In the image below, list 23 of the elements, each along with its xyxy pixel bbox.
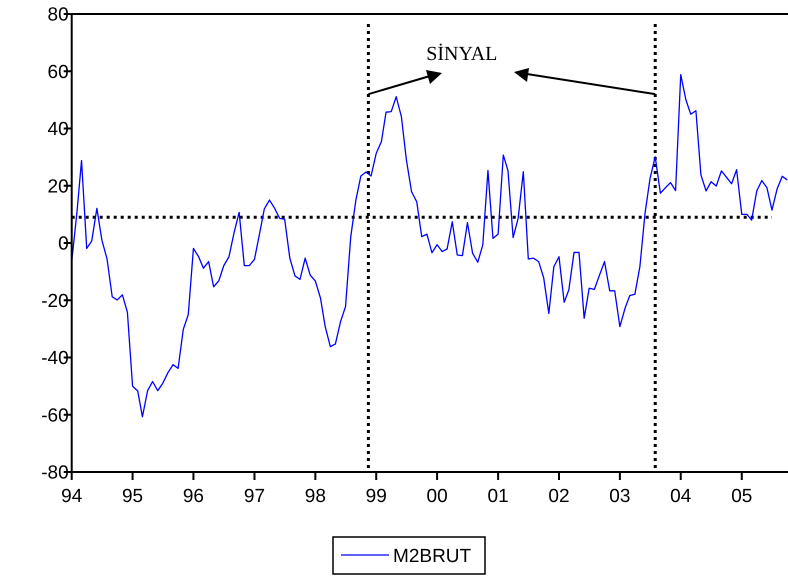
y-tick-label: 20 xyxy=(48,176,69,198)
x-tick-label: 98 xyxy=(304,486,326,507)
x-tick-label: 04 xyxy=(670,486,692,507)
y-tick-label: 80 xyxy=(48,4,69,26)
x-tick-label: 97 xyxy=(244,486,266,507)
annotation: SİNYAL xyxy=(426,43,498,65)
x-tick-label: 99 xyxy=(366,486,387,507)
y-tick-label: 60 xyxy=(48,62,69,83)
y-tick-label: -40 xyxy=(41,348,69,370)
x-tick-label: 03 xyxy=(609,486,630,507)
x-tick-label: 00 xyxy=(426,486,448,507)
x-tick-label: 02 xyxy=(548,486,570,507)
x-tick-label: 95 xyxy=(122,486,144,507)
x-tick-label: 94 xyxy=(61,486,83,507)
y-tick-label: -60 xyxy=(41,405,69,426)
line-series xyxy=(71,74,788,418)
legend-label: M2BRUT xyxy=(393,546,472,567)
y-tick-label: 40 xyxy=(48,119,69,140)
x-tick-label: 01 xyxy=(488,486,509,507)
y-tick-label: -80 xyxy=(41,462,69,484)
x-tick-label: 96 xyxy=(182,486,204,507)
y-tick-label: -20 xyxy=(41,290,69,312)
x-tick-label: 05 xyxy=(731,486,752,507)
